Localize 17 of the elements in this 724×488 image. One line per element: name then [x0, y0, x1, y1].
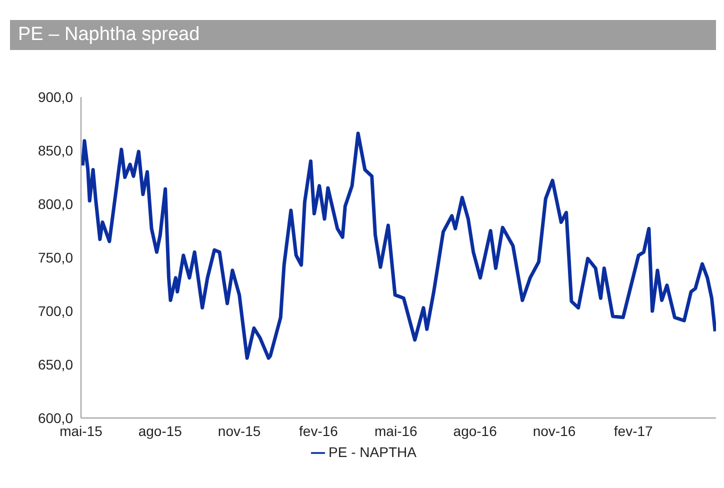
y-tick-label: 800,0 — [38, 196, 74, 212]
x-tick-label: fev-16 — [299, 422, 338, 439]
line-series — [81, 132, 716, 360]
y-tick-label: 900,0 — [38, 88, 74, 105]
y-tick-label: 600,0 — [38, 410, 74, 426]
x-tick-label: nov-15 — [218, 422, 261, 439]
y-tick-label: 750,0 — [38, 249, 74, 266]
y-tick-label: 850,0 — [38, 142, 74, 158]
x-tick-label: nov-16 — [532, 422, 576, 439]
x-tick-label: ago-16 — [453, 422, 498, 439]
x-tick-label: fev-17 — [614, 422, 654, 439]
x-tick-label: mai-16 — [374, 422, 418, 439]
legend-label: PE - NAPTHA — [328, 444, 416, 460]
x-tick-label: ago-15 — [138, 422, 182, 439]
y-tick-label: 700,0 — [38, 302, 74, 319]
chart-title: PE – Naphtha spread — [10, 20, 716, 50]
y-tick-label: 650,0 — [38, 356, 74, 372]
